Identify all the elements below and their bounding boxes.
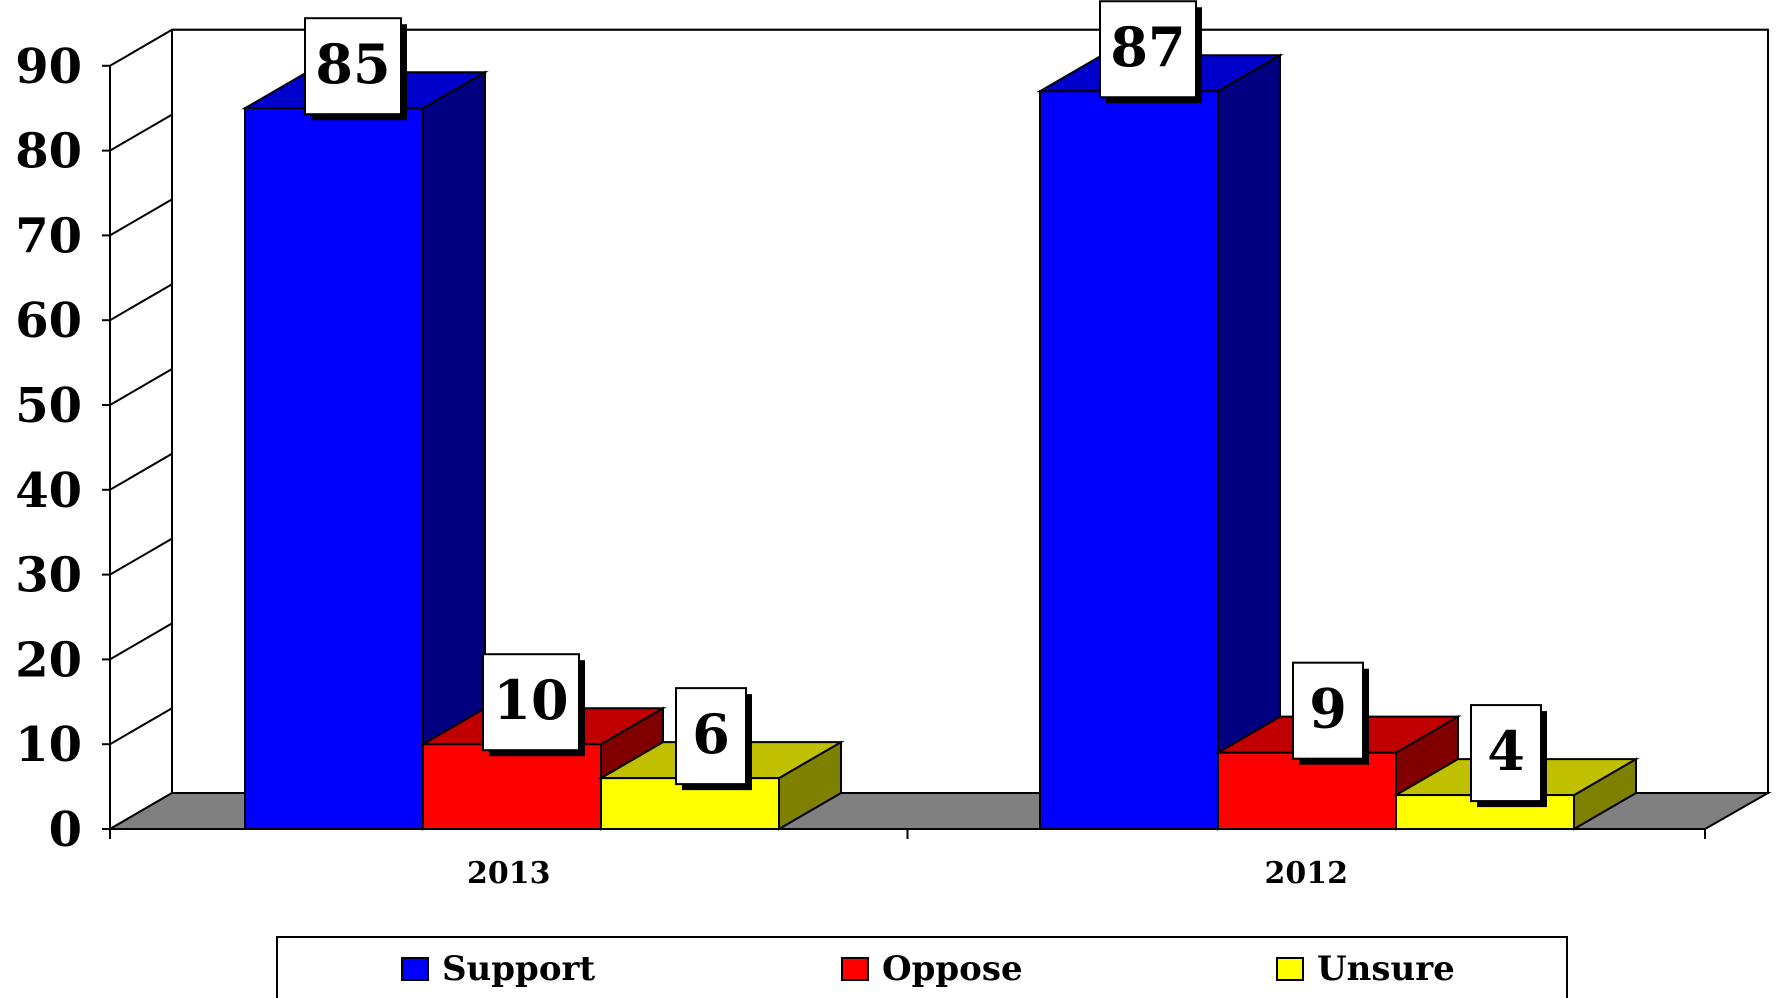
bar <box>1039 90 1219 831</box>
bar-side <box>1217 53 1281 831</box>
bar <box>422 743 602 831</box>
bar <box>1217 751 1397 830</box>
data-label: 10 <box>493 668 568 732</box>
gridline-side <box>109 537 173 576</box>
gridline-side <box>109 452 173 491</box>
legend-label: Oppose <box>882 949 1023 989</box>
data-label-box <box>304 17 402 116</box>
y-tick-label: 10 <box>15 717 82 773</box>
y-tick-label: 80 <box>15 124 82 180</box>
gridline-side <box>109 622 173 661</box>
y-tick-label: 70 <box>15 208 82 264</box>
y-tick-label: 20 <box>15 632 82 688</box>
gridline-side <box>109 707 173 746</box>
data-label-box <box>675 687 747 786</box>
data-label: 4 <box>1487 719 1525 783</box>
data-label-box <box>1099 0 1197 99</box>
gridline-side <box>109 283 173 322</box>
x-axis-categories: 2013 2012 <box>467 856 1348 891</box>
data-label-box <box>1292 661 1364 760</box>
y-tick-label: 60 <box>15 293 82 349</box>
gridline-side <box>109 368 173 406</box>
legend: Support Oppose Unsure <box>276 936 1568 998</box>
legend-swatch <box>1276 957 1304 981</box>
data-label-box <box>482 653 580 752</box>
y-axis-ticks: 0 10 20 30 40 50 60 70 80 90 <box>15 39 110 858</box>
y-tick-label: 50 <box>15 378 82 434</box>
y-tick-label: 30 <box>15 548 82 604</box>
gridline-side <box>109 28 173 67</box>
legend-label: Unsure <box>1317 949 1455 989</box>
y-tick-label: 40 <box>15 463 82 519</box>
data-label: 85 <box>315 32 390 96</box>
legend-swatch <box>841 957 869 981</box>
bar <box>244 107 424 830</box>
data-label-box <box>1470 704 1542 803</box>
y-tick-label: 90 <box>15 39 82 95</box>
data-labels: 85 10 6 87 9 4 <box>304 0 1547 808</box>
data-label: 87 <box>1110 15 1185 79</box>
x-category-label: 2013 <box>467 856 551 891</box>
gridline-side <box>109 198 173 237</box>
data-label: 9 <box>1309 677 1347 741</box>
gridline-side <box>109 113 173 152</box>
x-category-label: 2012 <box>1265 856 1349 891</box>
legend-box <box>276 936 1568 998</box>
legend-label: Support <box>442 949 595 989</box>
legend-swatch <box>401 957 429 981</box>
y-tick-label: 0 <box>49 802 82 858</box>
data-label: 6 <box>692 702 730 766</box>
